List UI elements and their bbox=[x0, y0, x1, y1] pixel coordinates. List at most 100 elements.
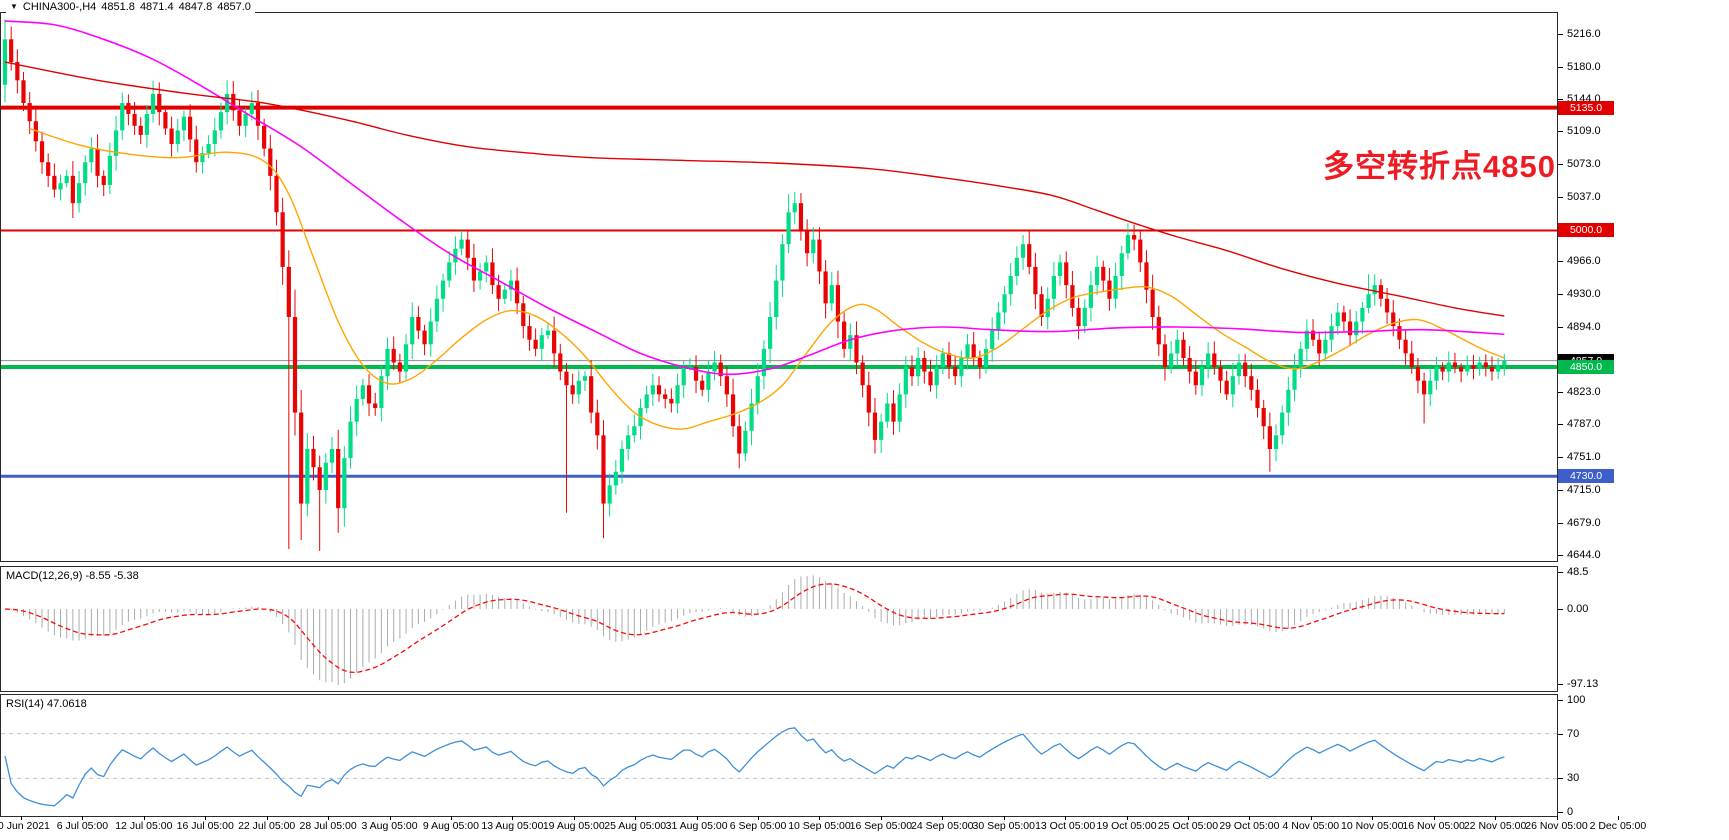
candle bbox=[792, 203, 797, 213]
macd-chart[interactable] bbox=[1, 567, 1557, 691]
candle bbox=[1489, 367, 1495, 372]
candle bbox=[1051, 276, 1056, 299]
time-axis-label: 10 Nov 05:00 bbox=[1341, 820, 1404, 832]
price-axis-label: 5073.0 bbox=[1567, 158, 1601, 171]
candle bbox=[1422, 380, 1427, 395]
main-chart-panel[interactable] bbox=[0, 12, 1558, 562]
time-axis-label: 13 Aug 05:00 bbox=[481, 820, 544, 832]
candle bbox=[798, 203, 804, 231]
time-axis-tick bbox=[696, 816, 698, 820]
candle bbox=[817, 239, 822, 272]
candle bbox=[83, 162, 88, 184]
candle bbox=[1199, 367, 1205, 386]
candle bbox=[1138, 239, 1143, 263]
rsi-panel[interactable]: RSI(14) 47.0618 bbox=[0, 694, 1558, 817]
candle bbox=[1483, 362, 1488, 368]
candle bbox=[490, 262, 495, 286]
macd-panel[interactable]: MACD(12,26,9) -8.55 -5.38 bbox=[0, 566, 1558, 692]
candle bbox=[113, 130, 119, 156]
candle bbox=[866, 385, 871, 413]
candle bbox=[39, 141, 45, 163]
candle bbox=[885, 403, 890, 422]
ohlc-open: 4851.8 bbox=[101, 1, 135, 13]
candle bbox=[1267, 426, 1272, 449]
time-axis-tick bbox=[1617, 816, 1619, 820]
time-axis-label: 30 Sep 05:00 bbox=[972, 820, 1035, 832]
time-axis-label: 25 Oct 05:00 bbox=[1157, 820, 1219, 832]
candle bbox=[545, 330, 551, 336]
candle bbox=[299, 412, 304, 504]
time-axis-tick bbox=[942, 816, 944, 820]
candle bbox=[286, 266, 291, 317]
candle bbox=[829, 285, 834, 304]
axis-tick bbox=[1558, 522, 1563, 524]
macd-axis-label: 0.00 bbox=[1567, 603, 1589, 615]
candle bbox=[1397, 326, 1402, 340]
symbol-dropdown-icon[interactable]: ▼ bbox=[10, 2, 18, 11]
candle bbox=[502, 289, 507, 299]
ohlc-low: 4847.8 bbox=[178, 1, 213, 13]
candle bbox=[268, 148, 273, 176]
candle bbox=[1335, 312, 1340, 327]
candle bbox=[459, 239, 464, 249]
candle bbox=[693, 367, 699, 381]
candle bbox=[626, 435, 631, 449]
candle bbox=[1076, 307, 1081, 327]
hline-price-tag[interactable]: 4850.0 bbox=[1558, 360, 1614, 375]
time-axis-label: 12 Jul 05:00 bbox=[115, 820, 173, 832]
candle bbox=[1014, 257, 1019, 277]
candle bbox=[144, 113, 150, 135]
candle bbox=[533, 339, 538, 349]
time-axis-label: 28 Jul 05:00 bbox=[299, 820, 357, 832]
candle bbox=[1415, 367, 1421, 381]
candle bbox=[1249, 376, 1254, 390]
candle bbox=[700, 380, 705, 390]
candle bbox=[336, 448, 341, 509]
time-axis-tick bbox=[1126, 816, 1128, 820]
candle bbox=[539, 335, 544, 349]
candle bbox=[76, 183, 82, 204]
candle bbox=[940, 353, 945, 368]
macd-label: MACD(12,26,9) -8.55 -5.38 bbox=[6, 570, 139, 582]
candle bbox=[1230, 376, 1235, 395]
hline-price-tag[interactable]: 5135.0 bbox=[1558, 100, 1614, 115]
candle bbox=[1366, 294, 1371, 308]
candle bbox=[70, 175, 75, 204]
axis-tick bbox=[1558, 609, 1563, 610]
candle bbox=[959, 357, 964, 377]
candle bbox=[1434, 367, 1439, 381]
hline-price-tag[interactable]: 5000.0 bbox=[1558, 223, 1614, 238]
ma-fast-orange bbox=[29, 127, 1505, 430]
candle bbox=[1113, 276, 1118, 299]
candle bbox=[854, 335, 859, 363]
price-axis-label: 4715.0 bbox=[1567, 483, 1601, 496]
hline-price-tag[interactable]: 4730.0 bbox=[1558, 469, 1614, 484]
candle bbox=[1175, 339, 1180, 354]
candlestick-chart[interactable] bbox=[1, 13, 1557, 561]
price-axis[interactable]: 5216.0 5180.0 5144.0 5109.0 5073.0 5037.0 4966… bbox=[1558, 0, 1729, 818]
candle bbox=[860, 362, 865, 386]
candle bbox=[1101, 266, 1106, 281]
time-axis-tick bbox=[1310, 816, 1312, 820]
time-axis-label: 16 Sep 05:00 bbox=[849, 820, 913, 832]
candle bbox=[132, 113, 137, 126]
ma-mid-magenta bbox=[4, 20, 1505, 376]
axis-tick bbox=[1558, 261, 1563, 263]
candle bbox=[27, 103, 32, 122]
candle bbox=[552, 330, 557, 354]
ohlc-close: 4857.0 bbox=[217, 1, 251, 13]
candle bbox=[1224, 380, 1229, 395]
candle bbox=[1181, 339, 1186, 358]
time-axis-label: 16 Jul 05:00 bbox=[176, 820, 234, 832]
candle bbox=[1292, 367, 1297, 390]
candle bbox=[348, 421, 353, 459]
rsi-chart[interactable] bbox=[1, 695, 1557, 816]
candle bbox=[453, 248, 458, 263]
candle bbox=[1477, 362, 1482, 369]
candle bbox=[1286, 389, 1291, 413]
time-axis-label: 22 Nov 05:00 bbox=[1463, 820, 1527, 832]
price-axis-label: 4751.0 bbox=[1567, 451, 1601, 464]
axis-tick bbox=[1558, 683, 1563, 685]
price-axis-label: 4930.0 bbox=[1567, 288, 1601, 301]
